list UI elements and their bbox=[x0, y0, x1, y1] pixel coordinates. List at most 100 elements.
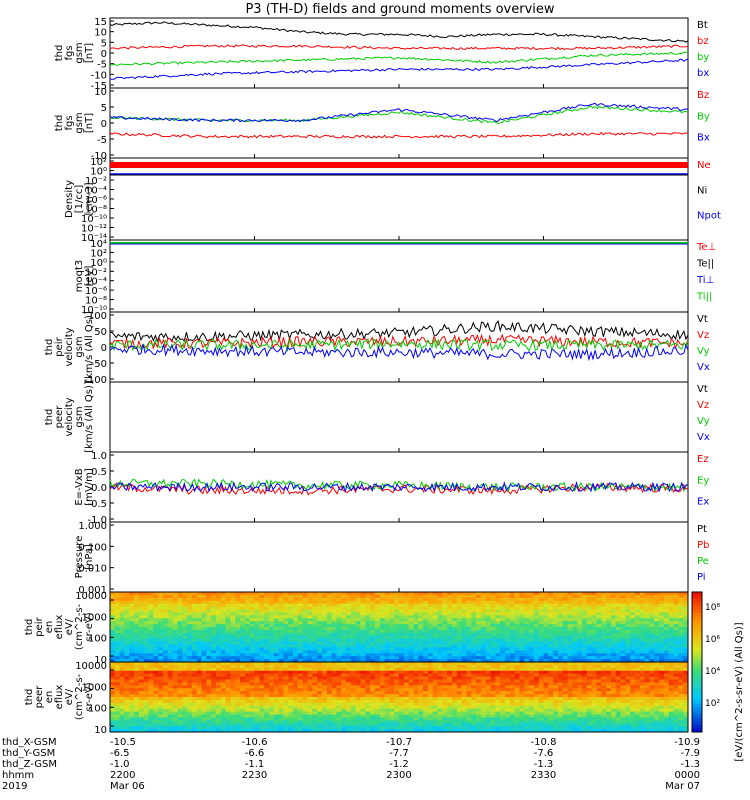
heatmap-cell bbox=[476, 702, 482, 707]
heatmap-cell bbox=[365, 650, 371, 654]
heatmap-cell bbox=[331, 635, 337, 640]
heatmap-cell bbox=[153, 691, 159, 695]
heatmap-cell bbox=[288, 621, 294, 625]
heatmap-cell bbox=[557, 632, 564, 637]
heatmap-cell bbox=[447, 694, 453, 698]
heatmap-cell bbox=[447, 629, 453, 634]
heatmap-cell bbox=[230, 612, 236, 616]
heatmap-cell bbox=[346, 627, 352, 631]
heatmap-cell bbox=[649, 612, 655, 616]
heatmap-cell bbox=[317, 618, 323, 622]
heatmap-cell bbox=[365, 664, 371, 669]
heatmap-cell bbox=[288, 694, 294, 698]
heatmap-cell bbox=[480, 612, 487, 616]
heatmap-cell bbox=[562, 624, 568, 628]
heatmap-cell bbox=[562, 606, 568, 610]
heatmap-cell bbox=[408, 618, 414, 622]
heatmap-cell bbox=[249, 638, 255, 642]
heatmap-cell bbox=[432, 644, 438, 648]
heatmap-cell bbox=[206, 673, 212, 677]
heatmap-cell bbox=[447, 600, 453, 605]
heatmap-cell bbox=[519, 612, 525, 616]
heatmap-cell bbox=[293, 670, 299, 675]
heatmap-cell bbox=[336, 629, 342, 634]
heatmap-cell bbox=[297, 670, 304, 675]
heatmap-cell bbox=[591, 659, 597, 663]
heatmap-cell bbox=[321, 624, 328, 628]
heatmap-cell bbox=[500, 621, 506, 625]
heatmap-cell bbox=[399, 647, 405, 651]
heatmap-cell bbox=[432, 673, 438, 677]
heatmap-cell bbox=[240, 609, 246, 613]
heatmap-cell bbox=[317, 606, 323, 610]
y-label-line: sr-eV) bbox=[84, 682, 95, 711]
heatmap-cell bbox=[654, 664, 660, 669]
heatmap-cell bbox=[278, 641, 284, 645]
heatmap-cell bbox=[302, 644, 308, 648]
legend-label: Vt bbox=[697, 314, 708, 325]
y-axis-label: thdpeervelocitygsm[km/s (All Qs)] bbox=[44, 381, 95, 453]
heatmap-cell bbox=[408, 603, 414, 607]
heatmap-cell bbox=[350, 650, 357, 654]
legend-label: Ti|| bbox=[696, 292, 712, 303]
y-label-line: peer bbox=[34, 685, 45, 709]
heatmap-cell bbox=[577, 659, 583, 663]
heatmap-cell bbox=[586, 682, 593, 686]
heatmap-cell bbox=[456, 650, 463, 654]
heatmap-cell bbox=[196, 600, 202, 605]
heatmap-cell bbox=[394, 702, 400, 707]
heatmap-cell bbox=[312, 606, 318, 610]
heatmap-cell bbox=[153, 688, 159, 692]
heatmap-cell bbox=[596, 688, 602, 692]
heatmap-cell bbox=[639, 694, 646, 698]
heatmap-cell bbox=[162, 632, 169, 637]
heatmap-cell bbox=[293, 594, 299, 599]
heatmap-cell bbox=[211, 691, 217, 695]
panel-peir-en-eflux: thdpeirenefluxeV/(cm^2-s-sr-eV)100001000… bbox=[24, 591, 689, 666]
heatmap-cell bbox=[346, 664, 352, 669]
heatmap-cell bbox=[591, 603, 597, 607]
heatmap-cell bbox=[577, 688, 583, 692]
heatmap-cell bbox=[663, 691, 670, 695]
heatmap-cell bbox=[606, 644, 612, 648]
heatmap-cell bbox=[196, 618, 202, 622]
heatmap-cell bbox=[548, 594, 554, 599]
heatmap-cell bbox=[683, 670, 689, 675]
heatmap-cell bbox=[408, 644, 414, 648]
heatmap-cell bbox=[220, 612, 226, 616]
heatmap-cell bbox=[341, 632, 347, 637]
heatmap-cell bbox=[639, 679, 646, 683]
heatmap-cell bbox=[259, 629, 265, 634]
heatmap-cell bbox=[278, 606, 284, 610]
heatmap-cell bbox=[495, 673, 501, 677]
heatmap-cell bbox=[191, 691, 198, 695]
heatmap-cell bbox=[437, 635, 443, 640]
heatmap-cell bbox=[167, 609, 174, 613]
heatmap-cell bbox=[529, 618, 535, 622]
heatmap-cell bbox=[403, 688, 410, 692]
heatmap-cell bbox=[235, 682, 241, 686]
heatmap-cell bbox=[630, 664, 636, 669]
heatmap-cell bbox=[297, 644, 304, 648]
heatmap-cell bbox=[514, 592, 520, 596]
heatmap-cell bbox=[466, 597, 472, 602]
heatmap-cell bbox=[336, 702, 342, 707]
heatmap-cell bbox=[268, 685, 275, 689]
heatmap-cell bbox=[172, 694, 178, 698]
heatmap-cell bbox=[423, 670, 429, 675]
heatmap-cell bbox=[211, 592, 217, 596]
heatmap-cell bbox=[442, 664, 448, 669]
heatmap-cell bbox=[167, 694, 174, 698]
heatmap-cell bbox=[191, 635, 198, 640]
heatmap-cell bbox=[490, 615, 496, 619]
heatmap-cell bbox=[312, 600, 318, 605]
heatmap-cell bbox=[610, 624, 617, 628]
heatmap-cell bbox=[167, 650, 174, 654]
heatmap-cell bbox=[678, 653, 684, 657]
heatmap-cell bbox=[423, 635, 429, 640]
heatmap-cell bbox=[596, 679, 602, 683]
heatmap-cell bbox=[490, 606, 496, 610]
heatmap-cell bbox=[673, 694, 679, 698]
heatmap-cell bbox=[480, 676, 487, 680]
heatmap-cell bbox=[538, 702, 544, 707]
